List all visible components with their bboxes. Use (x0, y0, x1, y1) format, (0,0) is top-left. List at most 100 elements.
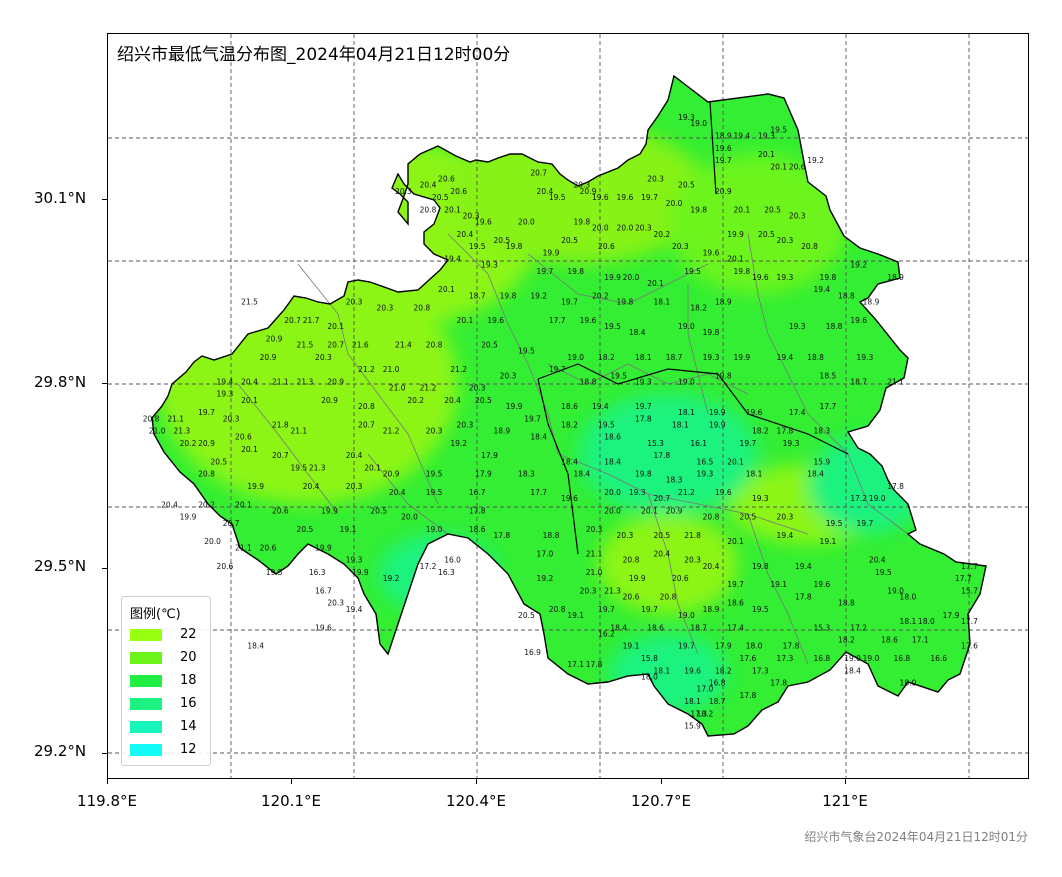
zone-cool-central (578, 394, 758, 514)
station-temperature-label: 19.2 (530, 291, 547, 300)
station-temperature-label: 20.9 (580, 187, 597, 196)
station-temperature-label: 19.7 (641, 605, 658, 614)
map-canvas: 19.319.019.518.9 19.4 19.319.620.119.720.1… (108, 34, 1028, 778)
station-temperature-label: 20.7 (530, 168, 547, 177)
station-temperature-label: 17.9 (943, 611, 960, 620)
station-temperature-label: 20.3 (377, 304, 394, 313)
station-temperature-label: 17.2 (850, 494, 867, 503)
zone-warm-north (448, 124, 708, 264)
map-title: 绍兴市最低气温分布图_2024年04月21日12时00分 (117, 45, 511, 65)
station-temperature-label: 19.9 (506, 402, 523, 411)
station-temperature-label: 19.4 (795, 562, 812, 571)
station-temperature-label: 19.3 (629, 488, 646, 497)
legend-label: 18 (180, 673, 197, 688)
station-temperature-label: 19.7 (641, 193, 658, 202)
lon-label: 120.4°E (446, 792, 506, 810)
station-temperature-label: 20.8 (413, 304, 430, 313)
station-temperature-label: 19.4 (777, 353, 794, 362)
station-temperature-label: 18.0 (900, 679, 917, 688)
legend-item: 12 (130, 742, 206, 758)
station-temperature-label: 20.3 (580, 586, 597, 595)
station-temperature-label: 15.3 (813, 623, 830, 632)
station-temperature-label: 18.6 (561, 402, 578, 411)
station-temperature-label: 20.0 (592, 224, 609, 233)
station-temperature-label: 21.8 (684, 531, 701, 540)
station-temperature-label: 20.2 (407, 396, 424, 405)
station-temperature-label: 20.4 (161, 500, 178, 509)
station-temperature-label: 18.1 (653, 666, 670, 675)
lon-tick (845, 779, 846, 784)
station-temperature-label: 18.6 (647, 623, 664, 632)
station-temperature-label: 18.9 (703, 605, 720, 614)
station-temperature-label: 20.8 (703, 513, 720, 522)
legend-label: 22 (180, 627, 197, 642)
station-temperature-label: 18.6 (604, 433, 621, 442)
station-temperature-label: 20.8 (801, 242, 818, 251)
station-temperature-label: 20.5 (764, 205, 781, 214)
station-temperature-label: 19.9 (321, 507, 338, 516)
station-temperature-label: 19.4 (346, 605, 363, 614)
station-temperature-label: 20.1 (457, 316, 474, 325)
lat-tick (102, 199, 107, 200)
station-temperature-label: 19.8 (617, 298, 634, 307)
zone-warm-northeast (668, 154, 848, 294)
station-temperature-label: 19.6 (752, 273, 769, 282)
station-temperature-label: 19.8 (715, 371, 732, 380)
station-temperature-label: 15.7 (961, 586, 978, 595)
station-temperature-label: 20.1 (364, 464, 381, 473)
station-temperature-label: 19.8 (690, 205, 707, 214)
station-temperature-label: 17.3 (752, 666, 769, 675)
station-temperature-label: 18.8 (838, 599, 855, 608)
station-temperature-label: 19.9 (315, 543, 332, 552)
station-temperature-label: 20.0 (401, 513, 418, 522)
station-temperature-label: 21.2 (358, 365, 375, 374)
station-temperature-label: 19.2 (537, 574, 554, 583)
station-temperature-label: 18.1 (672, 420, 689, 429)
station-temperature-label: 19.3 (481, 261, 498, 270)
station-temperature-label: 17.3 (777, 654, 794, 663)
station-temperature-label: 20.6 (672, 574, 689, 583)
station-temperature-label: 20.4 (389, 488, 406, 497)
station-temperature-label: 21.1 (290, 427, 307, 436)
station-temperature-label: 20.9 (198, 439, 215, 448)
station-temperature-label: 19.2 (383, 574, 400, 583)
station-temperature-label: 18.9 (493, 427, 510, 436)
station-temperature-label: 15.3 (647, 439, 664, 448)
station-temperature-label: 20.2 (653, 230, 670, 239)
station-temperature-label: 20.9 (666, 507, 683, 516)
station-temperature-label: 20.2 (180, 439, 197, 448)
station-temperature-label: 18.0 (641, 672, 658, 681)
station-temperature-label: 17.8 (770, 679, 787, 688)
station-temperature-label: 19.6 (703, 248, 720, 257)
station-temperature-label: 19.3 (777, 273, 794, 282)
station-temperature-label: 18.4 (561, 457, 578, 466)
station-temperature-label: 17.8 (777, 427, 794, 436)
station-temperature-label: 19.6 (684, 666, 701, 675)
station-temperature-label: 19.0 (678, 322, 695, 331)
station-temperature-label: 20.6 (598, 242, 615, 251)
station-temperature-label: 19.5 (826, 519, 843, 528)
station-temperature-label: 20.5 (518, 611, 535, 620)
legend-item: 16 (130, 696, 206, 712)
station-temperature-label: 19.3 (752, 494, 769, 503)
lat-label: 29.2°N (34, 742, 87, 760)
station-temperature-label: 20.8 (623, 556, 640, 565)
station-temperature-label: 15.9 (813, 457, 830, 466)
station-temperature-label: 20.3 (647, 175, 664, 184)
station-temperature-label: 16.8 (893, 654, 910, 663)
station-temperature-label: 20.6 (235, 433, 252, 442)
station-temperature-label: 20.9 (715, 187, 732, 196)
station-temperature-label: 21.4 (395, 341, 412, 350)
station-temperature-label: 19.5 (549, 193, 566, 202)
station-temperature-label: 19.9 (247, 482, 264, 491)
station-temperature-label: 18.7 (850, 377, 867, 386)
station-temperature-label: 19.6 (475, 218, 492, 227)
station-temperature-label: 19.3 (697, 470, 714, 479)
station-temperature-label: 20.1 (733, 205, 750, 214)
map-frame[interactable]: 绍兴市最低气温分布图_2024年04月21日12时00分 (107, 33, 1029, 779)
station-temperature-label: 19.1 (623, 642, 640, 651)
station-temperature-label: 20.6 (789, 162, 806, 171)
station-temperature-label: 21.3 (173, 427, 190, 436)
station-temperature-label: 19.6 (715, 488, 732, 497)
county-boundary-northeast (709, 101, 717, 195)
